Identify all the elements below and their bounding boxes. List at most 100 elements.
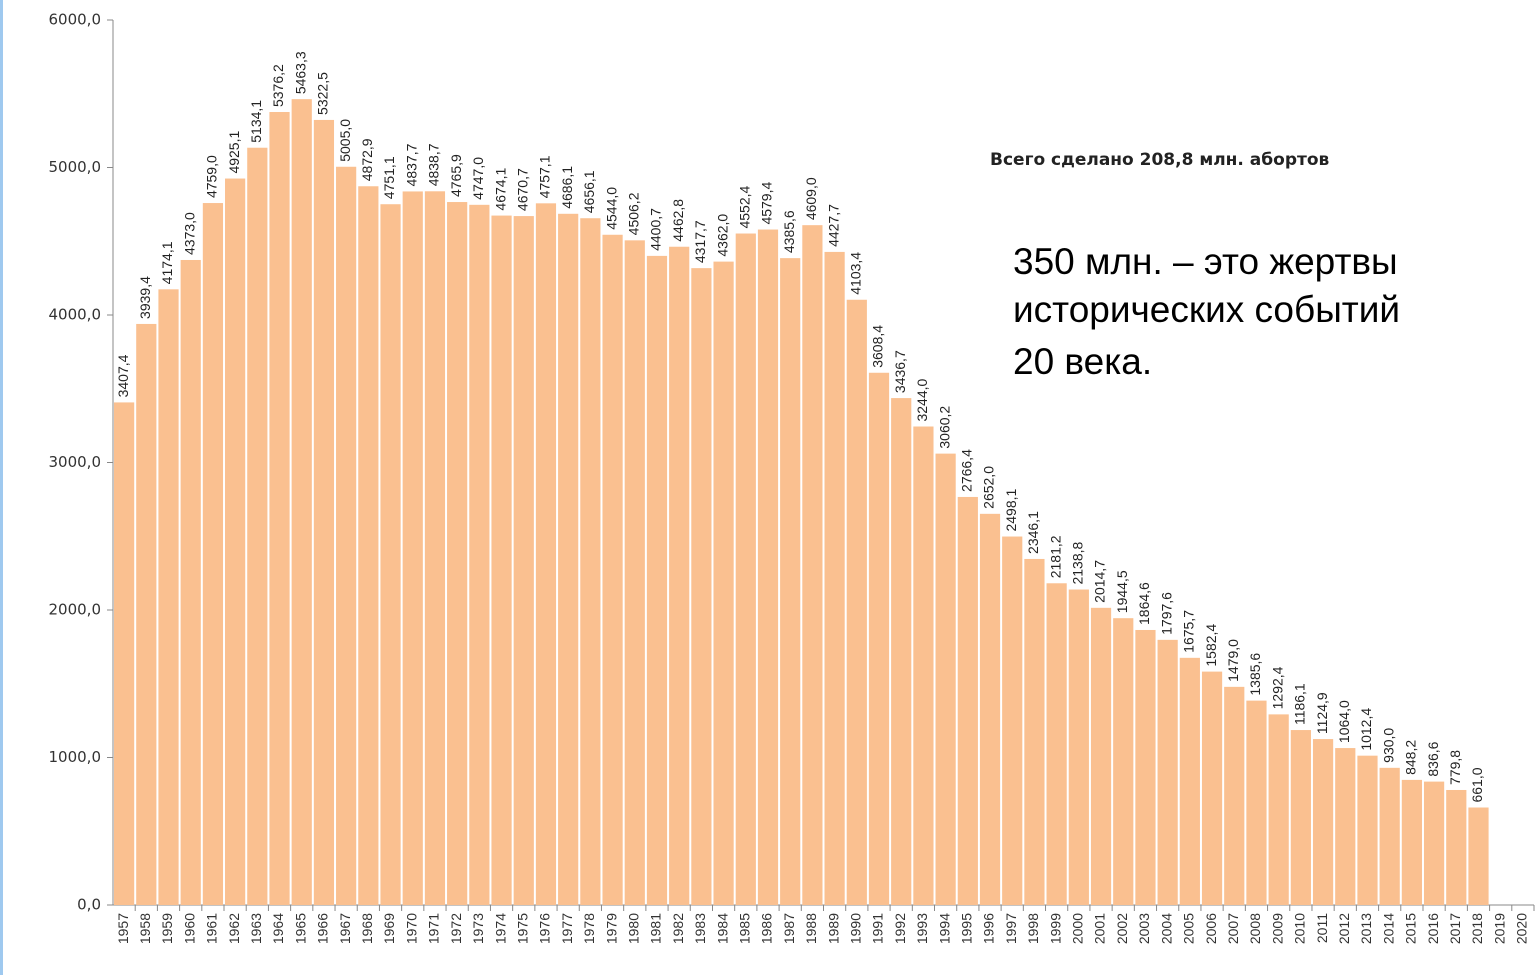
value-label: 4362,0 xyxy=(714,214,730,257)
x-tick-label: 1975 xyxy=(514,913,530,944)
x-tick-label: 1995 xyxy=(959,913,975,944)
value-label: 4686,1 xyxy=(559,166,575,209)
value-label: 5005,0 xyxy=(337,119,353,162)
value-label: 1944,5 xyxy=(1114,570,1130,613)
x-tick-label: 1991 xyxy=(870,913,886,944)
value-label: 4872,9 xyxy=(359,138,375,181)
bar xyxy=(1468,807,1489,905)
bar xyxy=(979,513,1001,905)
value-label: 2652,0 xyxy=(981,466,997,509)
bar xyxy=(691,268,712,905)
bar xyxy=(158,289,179,905)
value-label: 2766,4 xyxy=(959,449,975,492)
bar xyxy=(291,99,312,905)
annotation: Всего сделано 208,8 млн. абортов xyxy=(990,150,1330,170)
x-tick-label: 2005 xyxy=(1181,913,1197,944)
bar xyxy=(114,402,135,905)
x-tick-label: 2017 xyxy=(1447,913,1463,944)
value-label: 5322,5 xyxy=(315,72,331,115)
x-tick-label: 1987 xyxy=(781,913,797,944)
value-label: 2181,2 xyxy=(1047,535,1063,578)
bar xyxy=(558,213,579,906)
value-label: 4552,4 xyxy=(736,185,752,228)
x-tick-label: 1969 xyxy=(381,913,397,944)
bar xyxy=(202,203,224,906)
value-label: 4373,0 xyxy=(181,212,197,255)
x-tick-label: 1962 xyxy=(226,913,242,944)
y-tick-label: 2000,0 xyxy=(49,601,102,619)
bar xyxy=(1446,789,1467,905)
bar xyxy=(1135,629,1156,905)
y-tick-label: 6000,0 xyxy=(49,11,102,29)
x-tick-label: 2006 xyxy=(1203,913,1219,944)
bar xyxy=(247,147,268,906)
value-label: 4751,1 xyxy=(381,156,397,199)
value-label: 1864,6 xyxy=(1136,582,1152,625)
bar xyxy=(313,119,335,905)
value-label: 4674,1 xyxy=(492,168,508,211)
bar xyxy=(602,234,623,905)
x-tick-label: 1974 xyxy=(492,913,508,944)
bar xyxy=(624,240,645,905)
bar xyxy=(1224,686,1245,905)
value-label: 4765,9 xyxy=(448,154,464,197)
x-tick-label: 1967 xyxy=(337,913,353,944)
value-label: 1797,6 xyxy=(1158,592,1174,635)
bar xyxy=(136,323,157,906)
value-label: 1124,9 xyxy=(1314,692,1330,734)
bar xyxy=(402,191,423,905)
x-tick-label: 1965 xyxy=(292,913,308,944)
x-tick-label: 1976 xyxy=(537,913,553,944)
x-tick-label: 2004 xyxy=(1158,913,1174,944)
value-label: 3244,0 xyxy=(914,378,930,421)
value-label: 661,0 xyxy=(1469,767,1485,802)
x-tick-label: 1982 xyxy=(670,913,686,944)
bar xyxy=(824,251,845,905)
bar xyxy=(1046,583,1067,905)
bar xyxy=(180,259,201,905)
value-label: 4747,0 xyxy=(470,157,486,200)
bar xyxy=(424,191,446,905)
x-tick-label: 1981 xyxy=(648,913,664,944)
bar xyxy=(1068,589,1089,905)
value-label: 2498,1 xyxy=(1003,488,1019,531)
x-tick-label: 2009 xyxy=(1269,913,1285,944)
x-tick-label: 1988 xyxy=(803,913,819,944)
x-tick-label: 1980 xyxy=(625,913,641,944)
bar xyxy=(646,255,668,906)
x-tick-label: 2018 xyxy=(1469,913,1485,944)
value-label: 848,2 xyxy=(1403,740,1419,775)
value-label: 5463,3 xyxy=(292,51,308,94)
x-tick-label: 1968 xyxy=(359,913,375,944)
bar xyxy=(802,225,823,906)
value-label: 5134,1 xyxy=(248,100,264,143)
value-label: 4670,7 xyxy=(514,168,530,211)
bar xyxy=(669,246,690,905)
bar xyxy=(358,186,379,905)
x-tick-label: 1966 xyxy=(315,913,331,944)
x-tick-label: 2001 xyxy=(1092,913,1108,944)
x-tick-label: 2015 xyxy=(1403,913,1419,944)
bar xyxy=(957,496,978,905)
value-label: 3060,2 xyxy=(936,406,952,449)
x-tick-label: 1993 xyxy=(914,913,930,944)
x-tick-label: 1960 xyxy=(181,913,197,944)
x-tick-label: 1979 xyxy=(603,913,619,944)
bar xyxy=(891,398,912,905)
x-tick-label: 2012 xyxy=(1336,913,1352,944)
value-label: 3407,4 xyxy=(115,354,131,397)
x-tick-label: 2002 xyxy=(1114,913,1130,944)
y-tick-label: 5000,0 xyxy=(49,158,102,176)
bar xyxy=(535,203,557,905)
value-label: 4400,7 xyxy=(648,208,664,251)
value-label: 2014,7 xyxy=(1092,560,1108,603)
x-tick-label: 1986 xyxy=(759,913,775,944)
x-tick-label: 2010 xyxy=(1292,913,1308,944)
bar xyxy=(1024,558,1045,905)
value-label: 1186,1 xyxy=(1292,683,1308,725)
value-label: 4174,1 xyxy=(159,241,175,284)
bar xyxy=(1357,755,1378,905)
left-border xyxy=(0,0,3,975)
x-tick-label: 1973 xyxy=(470,913,486,944)
